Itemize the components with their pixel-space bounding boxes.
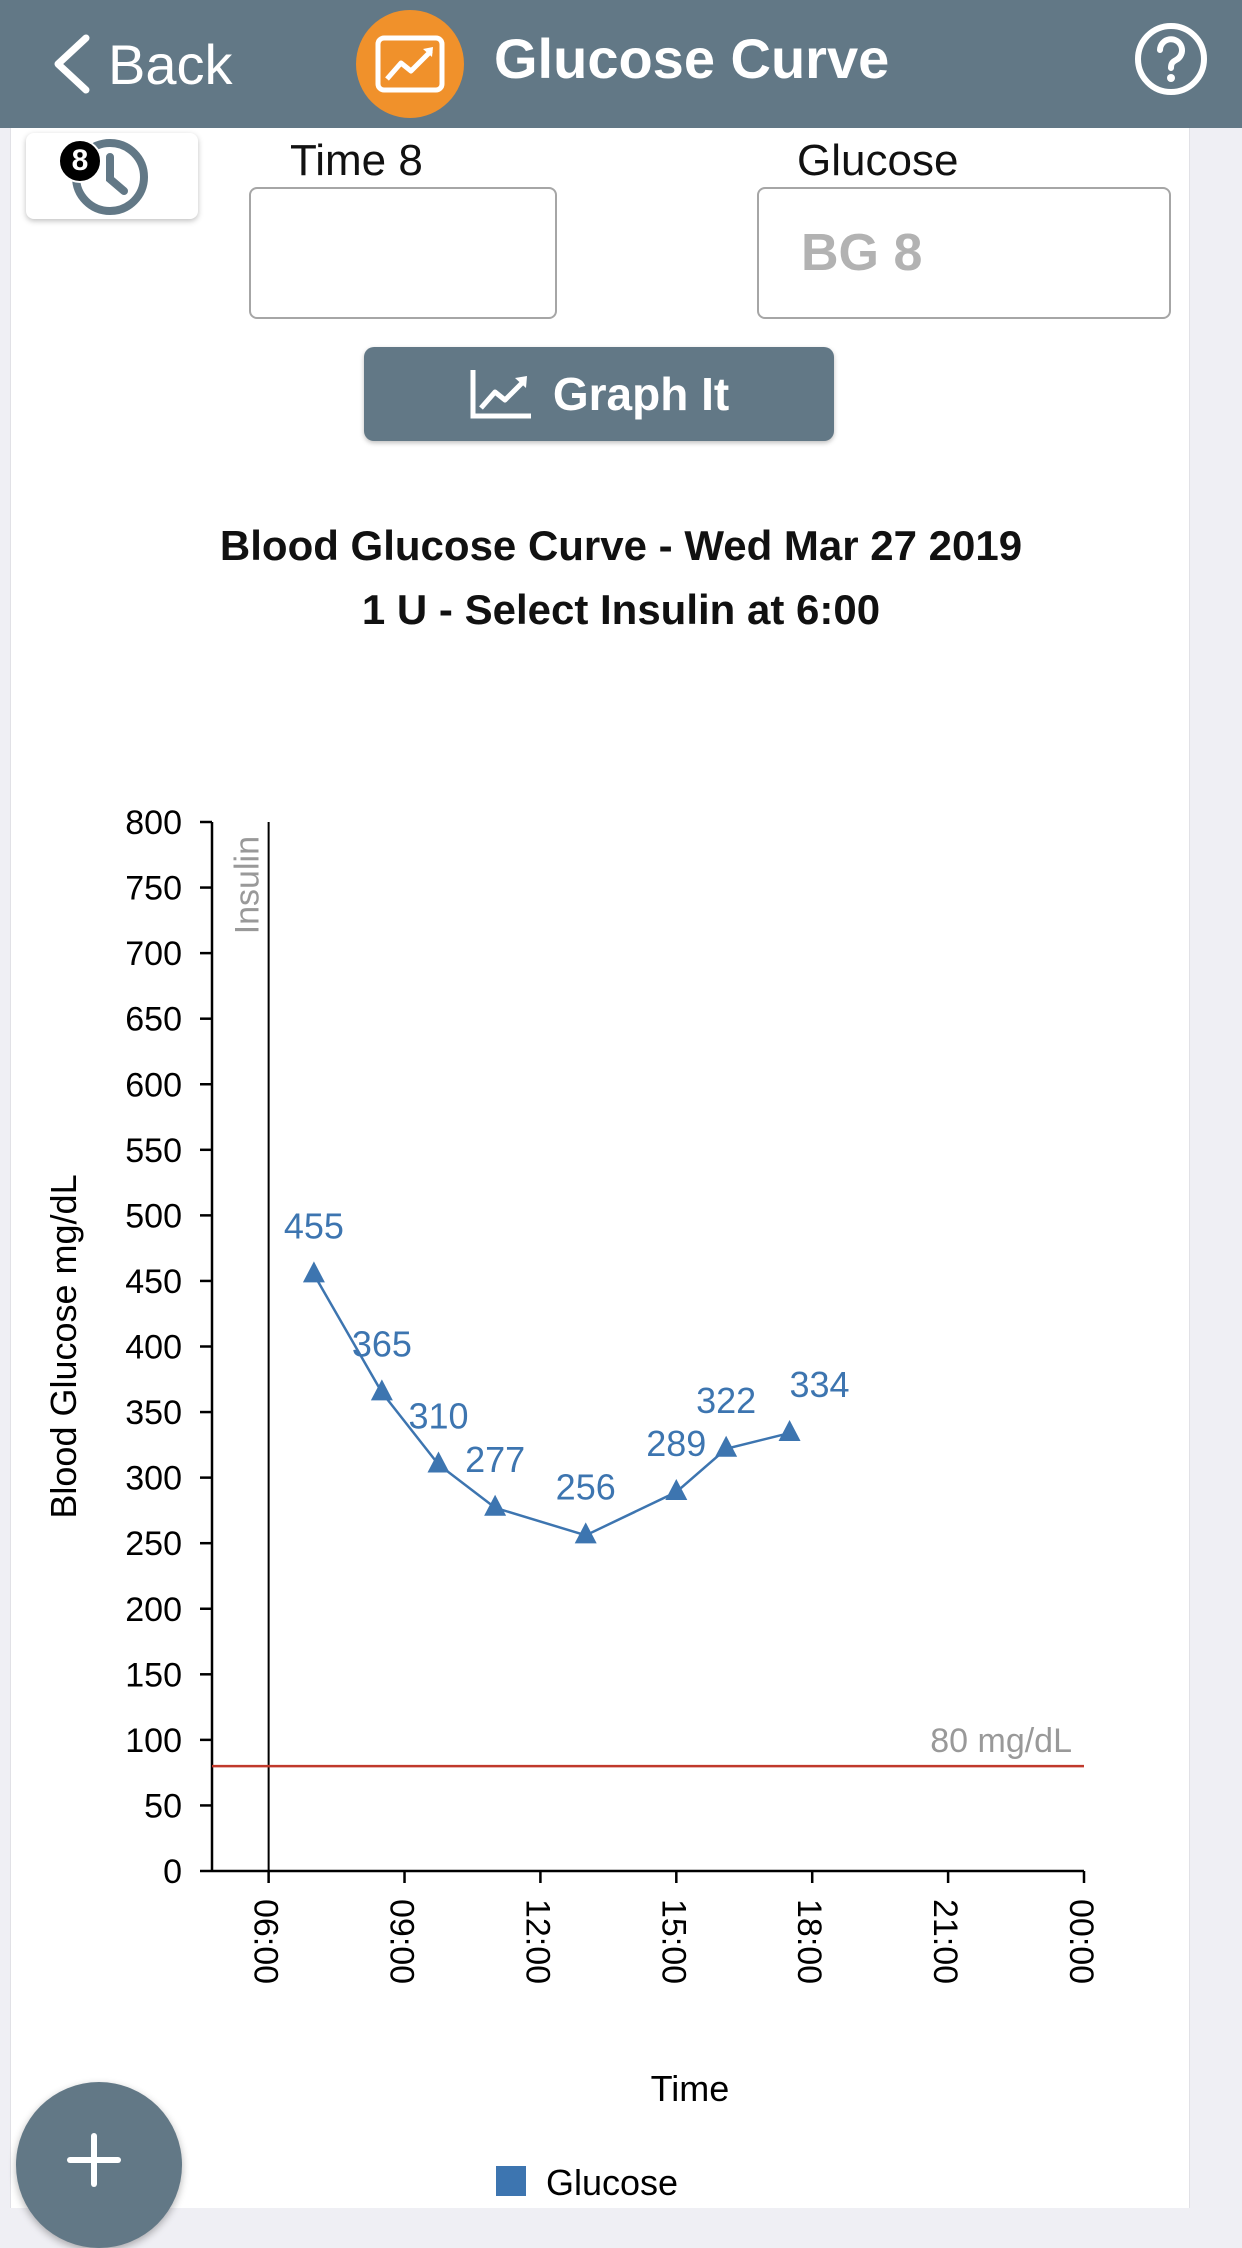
glucose-point [370, 1379, 393, 1401]
y-tick-label: 700 [125, 935, 182, 973]
insulin-marker-label: Insulin [229, 836, 267, 934]
glucose-value-label: 365 [352, 1323, 412, 1364]
glucose-point [302, 1261, 325, 1283]
chart-line-icon [375, 35, 445, 93]
glucose-value-label: 455 [284, 1205, 344, 1246]
glucose-point [574, 1522, 597, 1544]
glucose-label: Glucose [797, 136, 959, 185]
threshold-label: 80 mg/dL [930, 1722, 1072, 1760]
glucose-point [778, 1420, 801, 1442]
time-now-button[interactable]: 8 [26, 133, 198, 219]
chart-subtitle: 1 U - Select Insulin at 6:00 [361, 586, 881, 633]
content-area [10, 128, 1190, 2208]
glucose-point [484, 1494, 507, 1516]
glucose-input[interactable] [757, 187, 1171, 319]
y-tick-label: 150 [125, 1656, 182, 1694]
navigation-bar: Back Glucose Curve [0, 0, 1242, 128]
y-tick-label: 100 [125, 1722, 182, 1760]
y-tick-label: 50 [144, 1787, 182, 1825]
chart-line-icon [470, 370, 531, 419]
x-tick-label: 18:00 [790, 1899, 828, 1984]
x-tick-label: 12:00 [518, 1899, 556, 1984]
y-tick-label: 600 [125, 1066, 182, 1104]
chevron-left-icon [54, 34, 90, 94]
y-tick-label: 500 [125, 1197, 182, 1235]
back-button[interactable]: Back [50, 22, 233, 106]
y-tick-label: 350 [125, 1394, 182, 1432]
y-tick-label: 750 [125, 870, 182, 908]
time-label: Time 8 [290, 136, 423, 185]
time-index-badge: 8 [58, 139, 102, 183]
x-tick-label: 09:00 [383, 1899, 421, 1984]
glucose-value-label: 322 [696, 1380, 756, 1421]
glucose-value-label: 289 [646, 1423, 706, 1464]
legend-swatch [496, 2166, 526, 2196]
graph-it-label: Graph It [552, 368, 730, 420]
glucose-value-label: 334 [790, 1364, 850, 1405]
glucose-point [715, 1435, 738, 1457]
y-tick-label: 550 [125, 1132, 182, 1170]
y-tick-label: 300 [125, 1460, 182, 1498]
glucose-point [427, 1451, 450, 1473]
y-tick-label: 0 [163, 1853, 182, 1891]
legend-label: Glucose [546, 2162, 678, 2203]
plus-icon [67, 2133, 121, 2187]
y-axis-title: Blood Glucose mg/dL [43, 1174, 84, 1518]
x-tick-label: 00:00 [1062, 1899, 1100, 1984]
x-axis-title: Time [651, 2068, 730, 2109]
glucose-value-label: 277 [465, 1439, 525, 1480]
chart-title: Blood Glucose Curve - Wed Mar 27 2019 [219, 522, 1023, 569]
help-icon[interactable] [1134, 22, 1208, 96]
glucose-chart: 0 50 100 150 200 250 300 350 400 450 500 550 600 650 7… [43, 804, 1100, 2203]
app-logo [356, 10, 464, 118]
y-tick-label: 650 [125, 1001, 182, 1039]
x-tick-label: 06:00 [247, 1899, 285, 1984]
glucose-point [665, 1479, 688, 1501]
page-title: Glucose Curve [494, 27, 890, 90]
glucose-value-label: 256 [556, 1466, 616, 1507]
x-tick-label: 21:00 [926, 1899, 964, 1984]
y-tick-label: 800 [125, 804, 182, 842]
glucose-value-label: 310 [408, 1396, 468, 1437]
y-tick-label: 200 [125, 1591, 182, 1629]
back-label: Back [108, 32, 233, 96]
time-input[interactable] [249, 187, 557, 319]
add-button[interactable] [16, 2082, 182, 2248]
y-tick-label: 400 [125, 1329, 182, 1367]
y-tick-label: 450 [125, 1263, 182, 1301]
graph-it-button[interactable]: Graph It [364, 347, 834, 441]
x-tick-label: 15:00 [654, 1899, 692, 1984]
y-tick-label: 250 [125, 1525, 182, 1563]
